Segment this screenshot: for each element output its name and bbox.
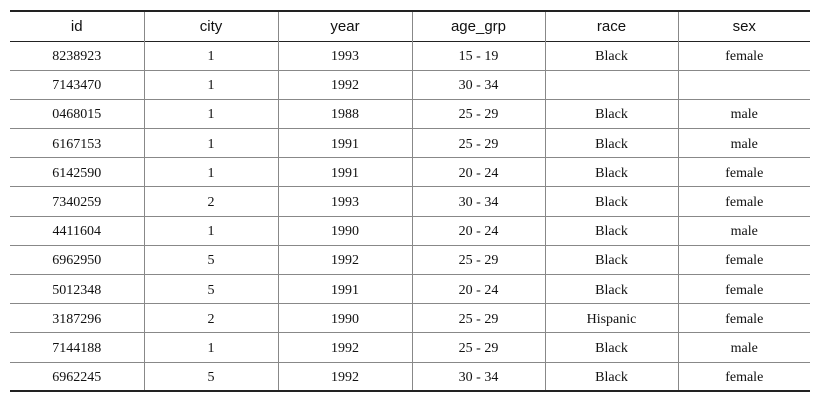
data-table-container: id city year age_grp race sex 8238923 1 … (10, 10, 810, 392)
column-header-id: id (70, 17, 83, 35)
cell-sex: male (677, 99, 810, 129)
table-row: 5012348 5 1991 20 - 24 Black female (10, 274, 810, 304)
cell-sex: female (677, 362, 810, 392)
cell-sex (677, 70, 810, 100)
cell-city: 1 (143, 157, 278, 187)
table-row: 3187296 2 1990 25 - 29 Hispanic female (10, 303, 810, 333)
cell-race: Black (544, 128, 678, 158)
cell-id: 6962245 (52, 369, 102, 385)
cell-id: 5012348 (52, 282, 102, 298)
cell-sex: female (677, 186, 810, 217)
cell-id: 6167153 (52, 136, 102, 152)
cell-city: 5 (143, 274, 278, 304)
cell-city: 2 (143, 303, 278, 333)
cell-sex: female (677, 274, 810, 304)
table-row: 7340259 2 1993 30 - 34 Black female (10, 186, 810, 217)
table-row: 6167153 1 1991 25 - 29 Black male (10, 128, 810, 158)
table-row: 4411604 1 1990 20 - 24 Black male (10, 216, 810, 246)
cell-race: Black (544, 245, 678, 275)
column-header-year: year (277, 11, 412, 41)
cell-age-grp: 30 - 34 (411, 186, 545, 217)
cell-id: 4411604 (52, 224, 101, 240)
cell-race: Black (544, 186, 678, 217)
cell-city: 1 (143, 41, 278, 71)
cell-id: 6962950 (52, 253, 102, 269)
cell-race: Black (544, 362, 678, 392)
cell-race: Black (544, 99, 678, 129)
cell-age-grp: 20 - 24 (411, 157, 545, 187)
cell-id: 0468015 (52, 107, 102, 123)
cell-sex: male (677, 128, 810, 158)
cell-sex: female (677, 303, 810, 333)
cell-city: 1 (143, 332, 278, 363)
cell-race: Black (544, 274, 678, 304)
cell-year: 1993 (277, 41, 412, 71)
cell-id: 7144188 (52, 340, 102, 356)
cell-sex: female (677, 157, 810, 187)
cell-race: Black (544, 157, 678, 187)
cell-age-grp: 20 - 24 (411, 216, 545, 246)
cell-sex: female (677, 41, 810, 71)
cell-year: 1992 (277, 332, 412, 363)
cell-city: 1 (143, 216, 278, 246)
cell-year: 1992 (277, 245, 412, 275)
cell-year: 1991 (277, 128, 412, 158)
column-header-city: city (143, 11, 278, 41)
cell-city: 2 (143, 186, 278, 217)
cell-id: 3187296 (52, 311, 102, 327)
cell-age-grp: 25 - 29 (411, 303, 545, 333)
cell-city: 5 (143, 245, 278, 275)
cell-race: Black (544, 332, 678, 363)
cell-race: Black (544, 41, 678, 71)
cell-sex: male (677, 216, 810, 246)
cell-race: Black (544, 216, 678, 246)
cell-age-grp: 25 - 29 (411, 99, 545, 129)
table-row: 0468015 1 1988 25 - 29 Black male (10, 99, 810, 129)
cell-year: 1991 (277, 157, 412, 187)
table-row: 6962245 5 1992 30 - 34 Black female (10, 362, 810, 392)
cell-year: 1992 (277, 362, 412, 392)
cell-age-grp: 30 - 34 (411, 362, 545, 392)
cell-year: 1990 (277, 303, 412, 333)
table-row: 7144188 1 1992 25 - 29 Black male (10, 332, 810, 363)
cell-age-grp: 25 - 29 (411, 332, 545, 363)
cell-year: 1988 (277, 99, 412, 129)
column-header-race: race (544, 11, 678, 41)
table-header-row: id city year age_grp race sex (10, 11, 810, 41)
cell-age-grp: 25 - 29 (411, 128, 545, 158)
cell-age-grp: 25 - 29 (411, 245, 545, 275)
cell-year: 1990 (277, 216, 412, 246)
cell-sex: male (677, 332, 810, 363)
cell-year: 1993 (277, 186, 412, 217)
cell-race: Hispanic (544, 303, 678, 333)
cell-id: 6142590 (52, 165, 102, 181)
cell-year: 1991 (277, 274, 412, 304)
column-header-sex: sex (677, 11, 810, 41)
cell-sex: female (677, 245, 810, 275)
cell-id: 8238923 (52, 49, 102, 65)
data-table: id city year age_grp race sex 8238923 1 … (10, 10, 810, 392)
table-row: 7143470 1 1992 30 - 34 (10, 70, 810, 100)
table-row: 6142590 1 1991 20 - 24 Black female (10, 157, 810, 187)
cell-age-grp: 30 - 34 (411, 70, 545, 100)
column-header-age-grp: age_grp (411, 11, 545, 41)
cell-age-grp: 15 - 19 (411, 41, 545, 71)
cell-race (544, 70, 678, 100)
cell-city: 1 (143, 99, 278, 129)
table-row: 8238923 1 1993 15 - 19 Black female (10, 41, 810, 71)
cell-city: 1 (143, 128, 278, 158)
table-row: 6962950 5 1992 25 - 29 Black female (10, 245, 810, 275)
cell-city: 5 (143, 362, 278, 392)
cell-id: 7340259 (52, 195, 102, 211)
cell-year: 1992 (277, 70, 412, 100)
cell-age-grp: 20 - 24 (411, 274, 545, 304)
cell-city: 1 (143, 70, 278, 100)
cell-id: 7143470 (52, 78, 102, 94)
